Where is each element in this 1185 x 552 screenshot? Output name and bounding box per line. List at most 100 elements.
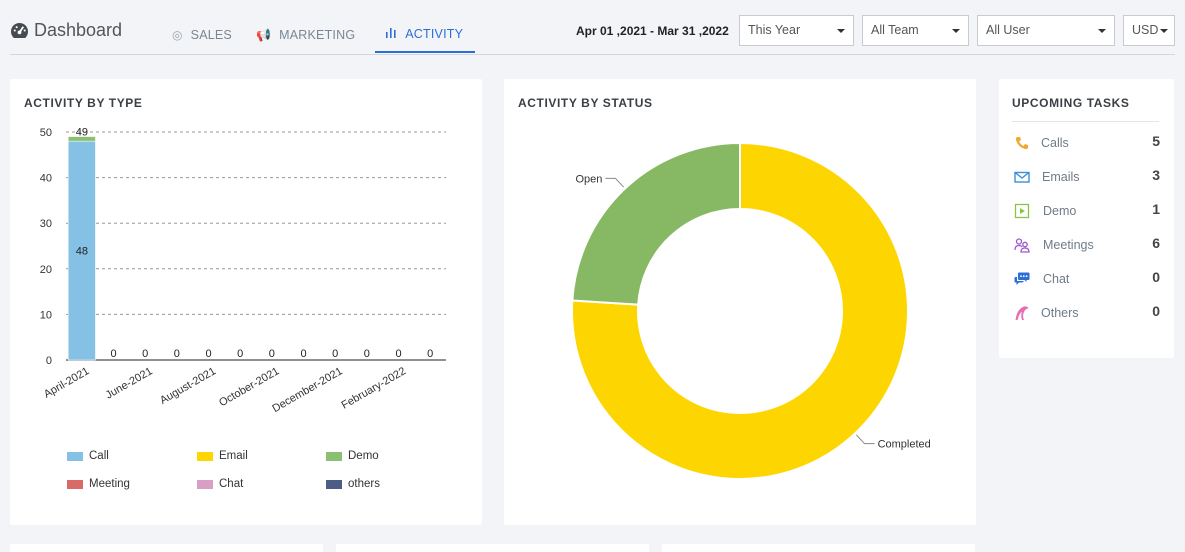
- legend-label-meeting: Meeting: [89, 478, 130, 490]
- donut-label-open: Open: [575, 173, 602, 185]
- team-select[interactable]: All Team: [862, 15, 969, 46]
- x-tick-label: December-2021: [270, 365, 344, 415]
- x-tick-label: October-2021: [217, 365, 281, 409]
- legend-swatch-others: [326, 479, 342, 489]
- legend-label-chat: Chat: [219, 478, 244, 490]
- legend-item-meeting[interactable]: Meeting: [67, 478, 130, 490]
- legend-item-chat[interactable]: Chat: [197, 478, 243, 490]
- activity-by-type-card: ACTIVITY BY TYPE 0 10 20 30 40 50 49 48 April-20…: [10, 79, 482, 525]
- task-row-calls[interactable]: Calls 5: [999, 129, 1174, 159]
- task-row-chat[interactable]: Chat 0: [999, 265, 1174, 295]
- tab-marketing[interactable]: 📢 MARKETING: [252, 18, 367, 53]
- donut-slice-open: [571, 141, 741, 306]
- task-count-meetings: 6: [1152, 235, 1160, 251]
- x-tick-label: February-2022: [340, 365, 408, 411]
- activity-by-status-card: ACTIVITY BY STATUS Completed Open: [504, 79, 976, 525]
- megaphone-icon: 📢: [255, 27, 272, 42]
- header-divider: [10, 54, 1175, 55]
- bar-total-label: 0: [332, 348, 338, 360]
- bar-total-label: 0: [300, 348, 306, 360]
- task-count-calls: 5: [1152, 133, 1160, 149]
- chevron-down-icon: [952, 29, 960, 33]
- task-label-emails: Emails: [1042, 170, 1080, 184]
- y-tick-label: 0: [46, 355, 52, 367]
- tab-sales[interactable]: ◎ SALES: [168, 18, 244, 53]
- currency-select[interactable]: USD: [1123, 15, 1175, 46]
- bar-segment-call: [67, 140, 96, 361]
- task-label-chat: Chat: [1043, 272, 1070, 286]
- chat-bubble-icon: [1014, 272, 1030, 285]
- play-icon: [1014, 203, 1030, 219]
- task-row-emails[interactable]: Emails 3: [999, 163, 1174, 193]
- user-select[interactable]: All User: [977, 15, 1115, 46]
- bar-total-label: 0: [142, 348, 148, 360]
- bar-total-label: 0: [395, 348, 401, 360]
- legend-swatch-meeting: [67, 479, 83, 489]
- chevron-down-icon: [837, 29, 845, 33]
- bar-total-label: 0: [174, 348, 180, 360]
- chevron-down-icon: [1160, 29, 1168, 33]
- currency-select-value: USD: [1132, 23, 1159, 37]
- legend-label-email: Email: [219, 450, 248, 462]
- bar-chart-icon: [385, 26, 397, 41]
- tab-activity-label: ACTIVITY: [405, 26, 464, 41]
- top-bar: Dashboard ◎ SALES 📢 MARKETING ACTIVITY A…: [0, 0, 1185, 56]
- period-select[interactable]: This Year: [739, 15, 854, 46]
- legend-item-others[interactable]: others: [326, 478, 380, 490]
- legend-swatch-call: [67, 451, 83, 461]
- x-tick-label: August-2021: [158, 365, 218, 407]
- date-range: Apr 01 ,2021 - Mar 31 ,2022: [576, 24, 729, 38]
- task-row-others[interactable]: Others 0: [999, 299, 1174, 329]
- donut-label-leader: [605, 177, 624, 188]
- task-row-meetings[interactable]: Meetings 6: [999, 231, 1174, 261]
- team-select-value: All Team: [871, 23, 919, 37]
- legend-item-demo[interactable]: Demo: [326, 450, 379, 462]
- bottom-card-3: [662, 544, 975, 552]
- speedometer-icon: [11, 22, 28, 39]
- others-icon: [1015, 306, 1029, 320]
- tab-sales-label: SALES: [190, 27, 232, 42]
- page-title-text: Dashboard: [34, 20, 123, 40]
- legend-label-demo: Demo: [348, 450, 379, 462]
- activity-by-status-title: ACTIVITY BY STATUS: [518, 96, 653, 110]
- legend-label-others: others: [348, 478, 380, 490]
- legend-swatch-chat: [197, 479, 213, 489]
- bar-segment-demo: [67, 136, 96, 142]
- bar-total-label: 49: [76, 127, 88, 139]
- phone-icon: [1015, 137, 1028, 150]
- tab-activity[interactable]: ACTIVITY: [375, 18, 476, 53]
- task-count-demo: 1: [1152, 201, 1160, 217]
- legend-item-email[interactable]: Email: [197, 450, 248, 462]
- tab-marketing-label: MARKETING: [279, 27, 356, 42]
- bar-total-label: 0: [205, 348, 211, 360]
- legend-item-call[interactable]: Call: [67, 450, 109, 462]
- y-tick-label: 40: [40, 173, 52, 185]
- dashboard-tabs: ◎ SALES 📢 MARKETING ACTIVITY: [168, 18, 483, 53]
- legend-swatch-email: [197, 451, 213, 461]
- target-icon: ◎: [172, 27, 183, 42]
- task-row-demo[interactable]: Demo 1: [999, 197, 1174, 227]
- upcoming-tasks-divider: [1012, 121, 1159, 122]
- legend-label-call: Call: [89, 450, 109, 462]
- bar-total-label: 0: [364, 348, 370, 360]
- task-label-demo: Demo: [1043, 204, 1077, 218]
- task-label-meetings: Meetings: [1043, 238, 1094, 252]
- upcoming-tasks-title: UPCOMING TASKS: [1012, 96, 1130, 110]
- activity-by-type-title: ACTIVITY BY TYPE: [24, 96, 143, 110]
- x-tick-label: April-2021: [42, 365, 91, 400]
- upcoming-tasks-card: UPCOMING TASKS Calls 5 Emails 3 Demo 1 M…: [999, 79, 1174, 358]
- donut-slice-completed: [571, 141, 909, 480]
- bar-inner-label: 48: [76, 246, 88, 258]
- task-label-others: Others: [1041, 306, 1079, 320]
- user-select-value: All User: [986, 23, 1030, 37]
- bar-total-label: 0: [237, 348, 243, 360]
- bar-total-label: 0: [427, 348, 433, 360]
- y-tick-label: 30: [40, 218, 52, 230]
- donut-label-completed: Completed: [878, 439, 931, 451]
- legend-swatch-demo: [326, 451, 342, 461]
- page-title: Dashboard: [10, 20, 122, 41]
- y-tick-label: 10: [40, 309, 52, 321]
- task-count-emails: 3: [1152, 167, 1160, 183]
- mail-icon: [1014, 171, 1030, 183]
